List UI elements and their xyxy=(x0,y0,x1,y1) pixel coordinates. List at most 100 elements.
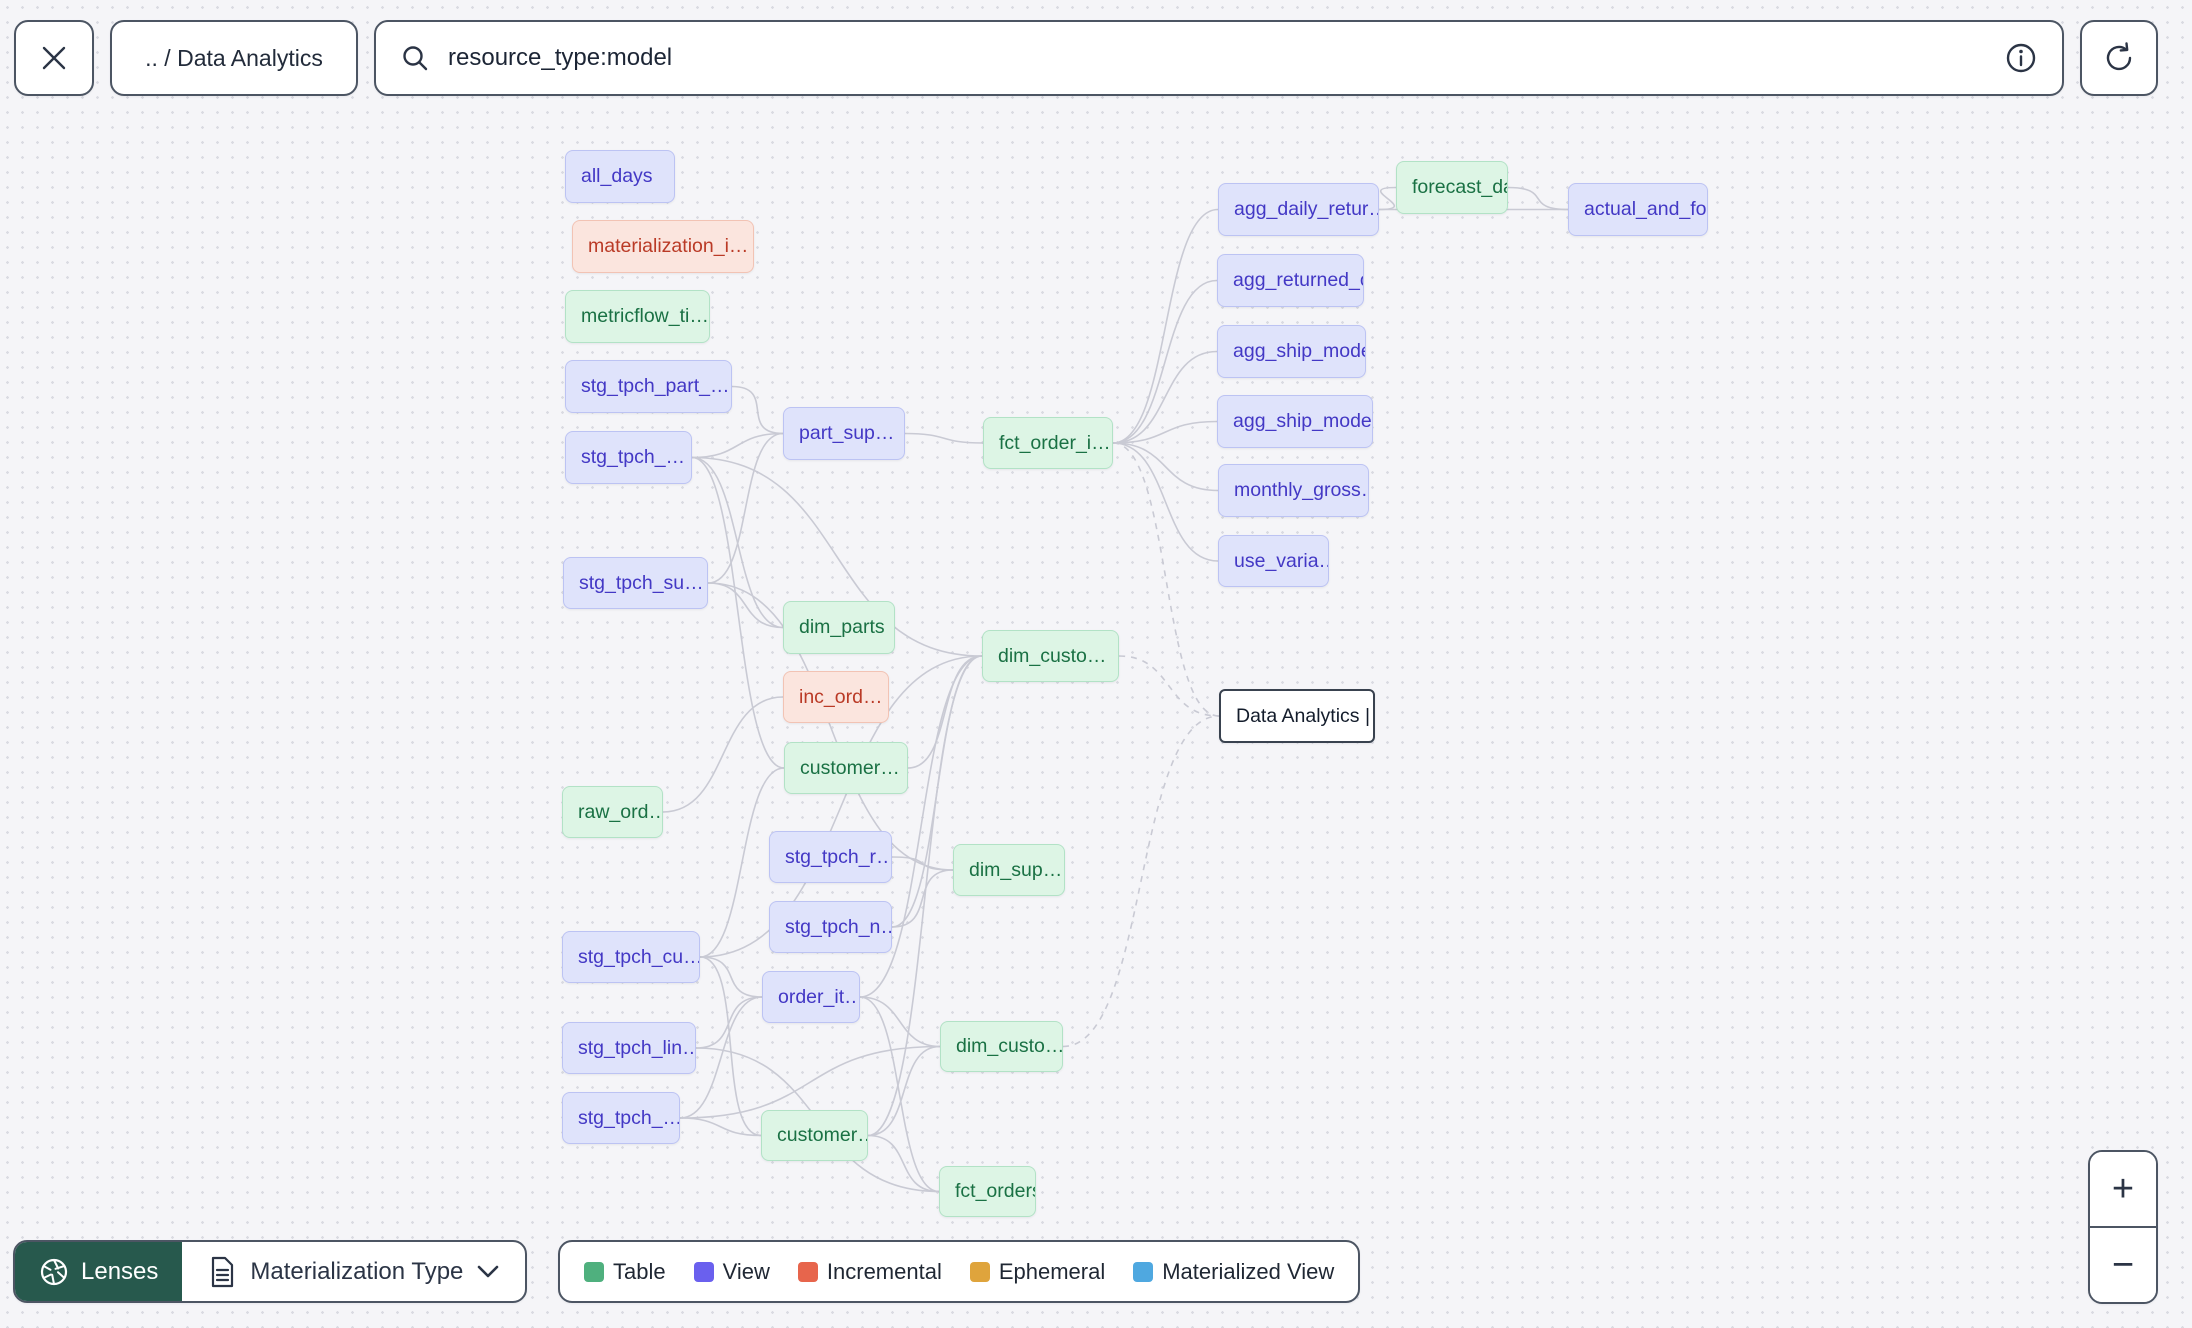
graph-edge xyxy=(1112,442,1220,717)
graph-node[interactable]: stg_tpch_… xyxy=(565,431,692,484)
graph-edge xyxy=(1112,279,1218,444)
legend-swatch-icon xyxy=(693,1261,714,1282)
graph-node[interactable]: agg_returned_orde… xyxy=(1217,254,1364,307)
graph-node[interactable]: metricflow_ti… xyxy=(565,290,710,343)
chevron-down-icon xyxy=(478,1265,499,1277)
graph-node[interactable]: stg_tpch_n… xyxy=(769,901,892,953)
legend-swatch-icon xyxy=(969,1261,990,1282)
graph-node[interactable]: stg_tpch_r… xyxy=(769,831,892,883)
graph-edge xyxy=(904,432,984,444)
graph-edge xyxy=(699,956,762,1137)
graph-edge xyxy=(699,956,763,998)
graph-node[interactable]: materialization_i… xyxy=(572,220,754,273)
zoom-out-button[interactable]: − xyxy=(2090,1228,2156,1302)
graph-node[interactable]: raw_ord… xyxy=(562,786,663,838)
search-input[interactable] xyxy=(446,43,1988,73)
graph-node[interactable]: stg_tpch_cu… xyxy=(562,931,700,983)
graph-edge xyxy=(907,655,983,769)
graph-edge xyxy=(679,1117,762,1137)
graph-node[interactable]: dim_parts xyxy=(783,601,895,654)
graph-node[interactable]: actual_and_foreca… xyxy=(1568,183,1708,236)
legend-swatch-icon xyxy=(584,1261,604,1282)
graph-edge xyxy=(691,456,983,657)
graph-edge xyxy=(1378,186,1397,211)
graph-node[interactable]: customer… xyxy=(761,1110,868,1161)
graph-edge xyxy=(859,655,983,998)
graph-node[interactable]: customer… xyxy=(784,742,908,794)
refresh-button[interactable] xyxy=(2080,20,2158,96)
graph-edge xyxy=(679,1045,941,1119)
legend-label: Incremental xyxy=(826,1258,942,1284)
close-icon xyxy=(42,46,66,70)
graph-edge xyxy=(867,1134,940,1193)
graph-node[interactable]: monthly_gross… xyxy=(1218,464,1369,517)
graph-edge xyxy=(1112,442,1219,492)
lens-control: Lenses Materialization Type xyxy=(13,1240,528,1303)
legend-item: Ephemeral xyxy=(969,1258,1106,1285)
graph-node[interactable]: agg_ship_modes_d… xyxy=(1217,325,1366,378)
graph-node[interactable]: agg_daily_retur… xyxy=(1218,183,1379,236)
legend-swatch-icon xyxy=(1133,1261,1154,1282)
graph-edge xyxy=(707,432,784,584)
graph-node[interactable]: dim_sup… xyxy=(953,844,1065,896)
breadcrumb-label: .. / Data Analytics xyxy=(145,44,323,71)
lens-type-dropdown[interactable]: Materialization Type xyxy=(182,1242,525,1301)
lenses-button[interactable]: Lenses xyxy=(15,1242,183,1301)
graph-edge xyxy=(891,869,954,928)
graph-edge xyxy=(731,385,784,435)
info-icon[interactable] xyxy=(2004,41,2038,75)
graph-edge xyxy=(699,767,785,958)
search-bar[interactable] xyxy=(374,20,2064,96)
legend-label: Ephemeral xyxy=(998,1258,1106,1284)
graph-node[interactable]: part_sup… xyxy=(783,407,905,460)
graph-edge xyxy=(1118,655,1220,717)
legend-item: View xyxy=(693,1259,770,1285)
refresh-icon xyxy=(2106,42,2132,71)
graph-node[interactable]: agg_ship_modes_ha… xyxy=(1217,395,1373,448)
graph-edge xyxy=(707,582,784,629)
graph-edge xyxy=(1112,208,1219,444)
zoom-in-button[interactable]: + xyxy=(2090,1152,2156,1228)
graph-node[interactable]: all_days xyxy=(565,150,675,203)
graph-node[interactable]: fct_orders xyxy=(939,1166,1036,1217)
graph-edge xyxy=(1507,186,1569,211)
lenses-label: Lenses xyxy=(81,1257,159,1285)
graph-node[interactable]: order_it… xyxy=(762,971,860,1023)
close-button[interactable] xyxy=(14,20,94,96)
graph-edge xyxy=(699,655,983,958)
graph-node[interactable]: stg_tpch_… xyxy=(562,1092,680,1144)
legend-item: Table xyxy=(584,1259,666,1285)
breadcrumb[interactable]: .. / Data Analytics xyxy=(110,20,358,96)
graph-node[interactable]: stg_tpch_su… xyxy=(563,557,708,609)
legend: Table View Incremental Ephemeral Materialize… xyxy=(558,1240,1361,1303)
graph-edge xyxy=(695,996,763,1049)
graph-node[interactable]: stg_tpch_lin… xyxy=(562,1022,696,1074)
graph-node[interactable]: fct_order_i… xyxy=(983,417,1113,469)
zoom-controls: + − xyxy=(2088,1150,2158,1304)
graph-edge xyxy=(679,996,763,1119)
aperture-icon xyxy=(40,1258,68,1285)
graph-note-node[interactable]: Data Analytics | … xyxy=(1219,689,1375,743)
graph-edge xyxy=(1112,442,1219,562)
graph-edge xyxy=(859,996,941,1048)
graph-node[interactable]: dim_custo… xyxy=(940,1021,1063,1072)
graph-node[interactable]: stg_tpch_part_… xyxy=(565,360,732,413)
graph-edge xyxy=(867,655,983,1137)
document-icon xyxy=(212,1256,234,1287)
graph-edge xyxy=(707,582,954,871)
graph-edge xyxy=(867,1045,941,1137)
legend-item: Materialized View xyxy=(1133,1259,1334,1285)
graph-edge xyxy=(1062,715,1220,1048)
graph-node[interactable]: forecast_daily… xyxy=(1396,161,1508,214)
graph-edge xyxy=(1112,350,1218,444)
graph-node[interactable]: inc_ord… xyxy=(783,671,889,723)
graph-node[interactable]: dim_custo… xyxy=(982,630,1119,682)
graph-node[interactable]: use_varia… xyxy=(1218,535,1329,587)
legend-label: Table xyxy=(613,1258,666,1284)
graph-edge xyxy=(662,696,784,813)
graph-edge xyxy=(691,456,785,769)
search-icon xyxy=(403,46,428,71)
graph-edge xyxy=(1112,420,1218,444)
lens-type-label: Materialization Type xyxy=(250,1257,464,1285)
